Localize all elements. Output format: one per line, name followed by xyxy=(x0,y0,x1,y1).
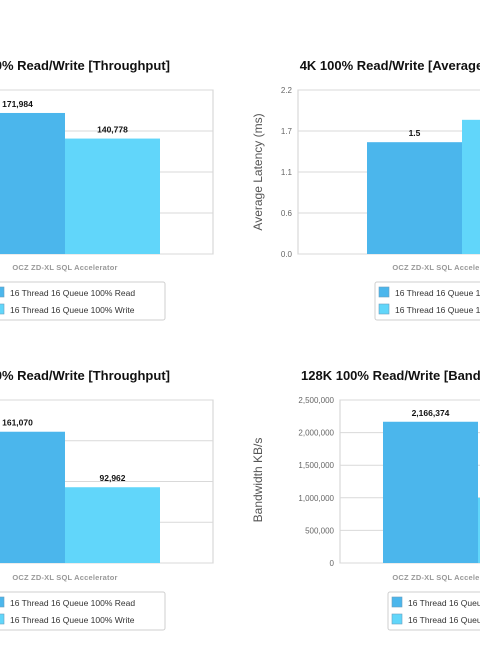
legend-box xyxy=(0,281,166,321)
bar-read xyxy=(0,431,65,563)
legend-swatch xyxy=(391,596,403,608)
data-label: 2,166,374 xyxy=(412,408,450,418)
legend-swatch xyxy=(0,596,5,608)
y-tick-label: 2.2 xyxy=(281,86,293,95)
legend-swatch xyxy=(0,286,5,298)
data-label: 161,070 xyxy=(2,418,33,428)
y-tick-label: 500,000 xyxy=(305,526,334,535)
bar-read xyxy=(383,421,478,563)
y-tick-label: 2,500,000 xyxy=(298,396,334,405)
legend-swatch xyxy=(391,613,403,625)
x-category-label: OCZ ZD-XL SQL Accelerator xyxy=(392,573,480,582)
legend-box xyxy=(0,591,166,631)
data-label: 1.5 xyxy=(409,128,421,138)
x-category-label: OCZ ZD-XL SQL Accelerator xyxy=(392,263,480,272)
chart-title: 4K 100% Read/Write [Average Latency] xyxy=(300,58,480,73)
legend-swatch xyxy=(378,286,390,298)
y-tick-label: 1,500,000 xyxy=(298,461,334,470)
y-tick-label: 1.1 xyxy=(281,168,293,177)
legend-entry: 16 Thread 16 Queue 100% Write xyxy=(408,615,480,625)
legend-swatch xyxy=(378,303,390,315)
bar-write xyxy=(462,119,480,255)
legend-entry: 16 Thread 16 Queue 100% Write xyxy=(10,615,135,625)
y-tick-label: 0 xyxy=(330,559,335,568)
y-tick-label: 1,000,000 xyxy=(298,494,334,503)
legend-entry: 16 Thread 16 Queue 100% Read xyxy=(395,288,480,298)
y-tick-label: 2,000,000 xyxy=(298,429,334,438)
legend-entry: 16 Thread 16 Queue 100% Write xyxy=(10,305,135,315)
chart-title: 4K 100% Read/Write [Throughput] xyxy=(0,58,170,73)
y-axis-label: Bandwidth KB/s xyxy=(251,438,265,523)
legend-box xyxy=(374,281,480,321)
data-label: 140,778 xyxy=(97,125,128,135)
chart-title: 8K 100% Read/Write [Throughput] xyxy=(0,368,170,383)
bar-write xyxy=(478,497,480,563)
legend-swatch xyxy=(0,303,5,315)
data-label: 92,962 xyxy=(100,473,126,483)
data-label: 171,984 xyxy=(2,99,33,109)
legend-entry: 16 Thread 16 Queue 100% Read xyxy=(10,288,135,298)
legend-entry: 16 Thread 16 Queue 100% Write xyxy=(395,305,480,315)
chart-title: 128K 100% Read/Write [Bandwidth] xyxy=(301,368,480,383)
legend-swatch xyxy=(0,613,5,625)
bar-write xyxy=(65,138,160,254)
x-category-label: OCZ ZD-XL SQL Accelerator xyxy=(12,573,117,582)
x-category-label: OCZ ZD-XL SQL Accelerator xyxy=(12,263,117,272)
legend-box xyxy=(387,591,480,631)
legend-entry: 16 Thread 16 Queue 100% Read xyxy=(408,598,480,608)
bar-read xyxy=(0,112,65,255)
y-tick-label: 0.0 xyxy=(281,250,293,259)
y-axis-label: Average Latency (ms) xyxy=(251,113,265,230)
bar-read xyxy=(367,142,462,254)
legend-entry: 16 Thread 16 Queue 100% Read xyxy=(10,598,135,608)
bar-write xyxy=(65,487,160,563)
y-tick-label: 0.6 xyxy=(281,209,293,218)
y-tick-label: 1.7 xyxy=(281,127,293,136)
